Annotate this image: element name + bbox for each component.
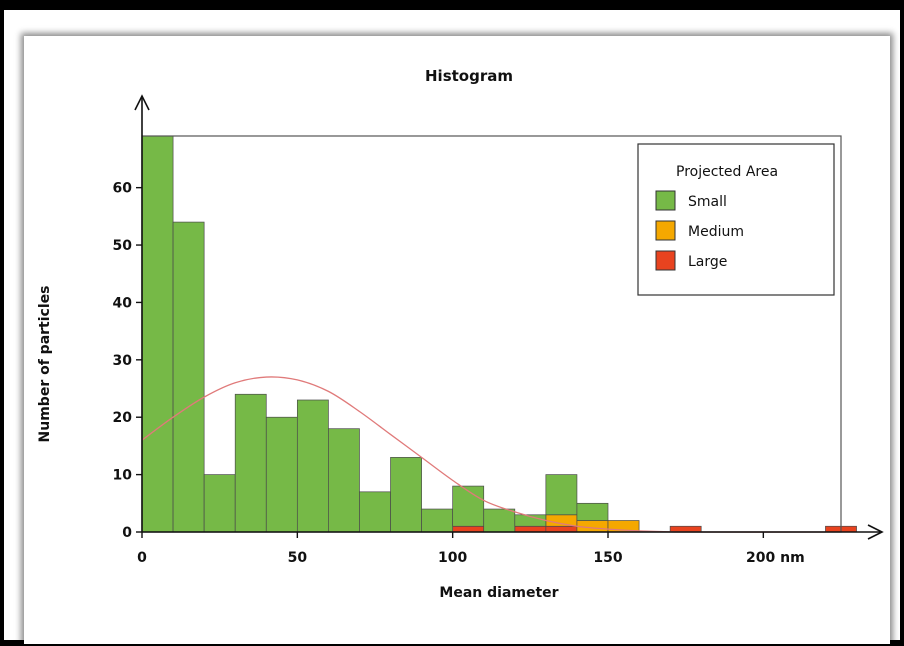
bar-small [328,428,360,533]
x-tick-label: 0 [137,550,147,566]
y-tick-label: 40 [113,295,133,311]
legend-swatch-small [655,190,676,211]
y-tick-label: 0 [122,525,132,541]
x-tick-label: 200 nm [746,550,805,566]
bar-small [141,135,174,533]
histogram-chart: Histogram Number of particles Mean diame… [37,67,884,601]
bar-small [203,474,236,533]
bar-small [234,393,267,533]
legend-label-medium: Medium [688,224,744,240]
bar-small [545,474,578,516]
x-tick-label: 50 [288,550,308,566]
bar-small [359,491,391,533]
bar-medium [545,514,578,527]
x-tick-label: 150 [593,550,622,566]
image-frame: Histogram Number of particles Mean diame… [4,10,900,644]
bar-small [265,416,298,533]
legend-swatch-large [655,250,676,271]
bar-large [514,525,547,533]
legend-swatch-medium [655,220,676,241]
legend: Projected Area Small Medium Large [637,143,835,296]
bars-group [141,135,857,533]
axes-group: 0 10 20 30 40 50 60 0 50 100 150 200 nm [113,94,884,566]
bar-small [421,508,454,533]
bar-small [172,221,205,533]
y-tick-label: 50 [113,238,133,254]
bar-small [576,502,609,521]
legend-label-large: Large [688,254,727,270]
y-tick-label: 10 [113,468,133,484]
y-tick-label: 30 [113,353,133,369]
x-tick-label: 100 [438,550,467,566]
fit-curve-group [141,376,826,533]
y-tick-label: 60 [113,181,133,197]
y-axis-label: Number of particles [37,286,53,443]
bar-small [483,508,516,533]
y-tick-label: 20 [113,410,133,426]
fit-curve [141,376,826,533]
y-axis-arrow [134,94,150,111]
bar-small [452,485,485,527]
bar-small [296,399,329,533]
bar-large [669,525,702,533]
bar-large [452,525,485,533]
chart-panel: Histogram Number of particles Mean diame… [24,36,890,644]
x-axis-arrow [867,524,884,540]
legend-title: Projected Area [676,164,778,180]
chart-title: Histogram [425,67,513,85]
x-axis-label: Mean diameter [439,585,558,601]
bar-large [545,525,578,533]
legend-label-small: Small [688,194,727,210]
bar-small [390,457,422,533]
